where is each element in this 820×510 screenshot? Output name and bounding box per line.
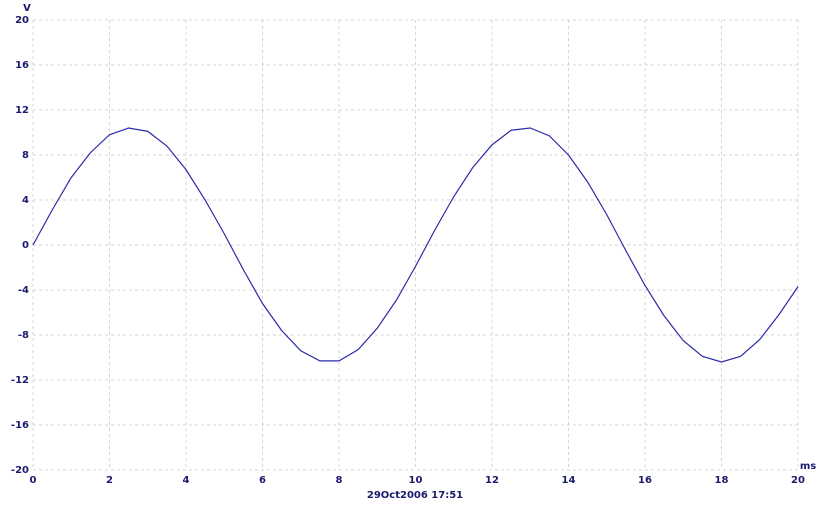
x-tick-label: 18: [715, 475, 729, 486]
timestamp: 29Oct2006 17:51: [367, 490, 463, 501]
y-tick-label: 0: [22, 240, 29, 251]
y-tick-label: -20: [11, 465, 29, 476]
y-tick-label: -16: [11, 420, 29, 431]
x-tick-label: 12: [485, 475, 499, 486]
y-tick-label: -4: [18, 285, 29, 296]
y-tick-label: 20: [15, 15, 29, 26]
x-tick-label: 16: [638, 475, 652, 486]
x-tick-label: 14: [562, 475, 576, 486]
x-tick-label: 2: [106, 475, 113, 486]
y-tick-label: 12: [15, 105, 29, 116]
x-tick-label: 10: [409, 475, 423, 486]
series-line: [32, 127, 799, 363]
x-tick-label: 4: [183, 475, 190, 486]
y-tick-label: -12: [11, 375, 29, 386]
y-axis-label: V: [23, 3, 31, 14]
x-tick-label: 8: [336, 475, 343, 486]
x-tick-label: 6: [259, 475, 266, 486]
x-axis-label: ms: [800, 461, 816, 472]
x-tick-label: 0: [30, 475, 37, 486]
x-tick-label: 20: [791, 475, 805, 486]
y-tick-label: -8: [18, 330, 29, 341]
y-tick-label: 8: [22, 150, 29, 161]
y-tick-label: 4: [22, 195, 29, 206]
y-tick-label: 16: [15, 60, 29, 71]
